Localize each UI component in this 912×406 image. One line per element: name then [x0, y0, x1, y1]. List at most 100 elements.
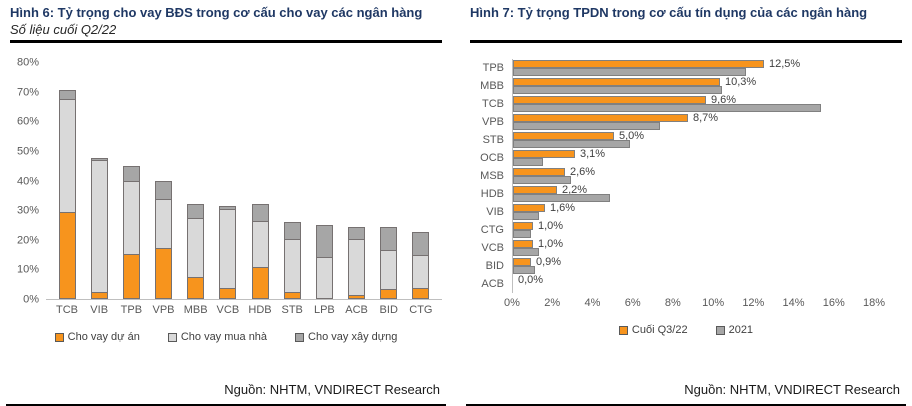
data-label: 1,0%: [538, 220, 564, 232]
stacked-bar-lpb: [315, 225, 333, 299]
x-axis-tick-label: TPB: [120, 304, 143, 316]
current-bar-line: 2,2%: [513, 184, 874, 196]
prior-bar-line: [513, 230, 874, 238]
h-bar-plot: 9,6%: [512, 95, 874, 113]
stacked-bar-bid: [380, 227, 398, 299]
bar-segment: [219, 289, 237, 299]
x-axis-tick-label: 0%: [504, 297, 520, 309]
prior-bar-line: [513, 68, 874, 76]
current-period-bar: [513, 204, 545, 212]
prior-year-bar: [513, 212, 539, 220]
prior-bar-line: [513, 176, 874, 184]
category-label: HDB: [480, 188, 504, 200]
x-axis-tick-label: 12%: [742, 297, 765, 309]
figure-7-header: Hình 7: Tỷ trọng TPDN trong cơ cấu tín d…: [470, 5, 902, 43]
x-axis-tick-label: VCB: [216, 304, 240, 316]
bar-segment: [122, 182, 140, 255]
x-axis-tick-label: 8%: [664, 297, 681, 309]
h-bar-row-vpb: VPB 8,7%: [470, 113, 902, 131]
h-bar-row-acb: ACB 0,0%: [470, 275, 902, 293]
bar-segment: [412, 289, 430, 299]
current-bar-line: 3,1%: [513, 149, 874, 160]
stacked-bar-ctg: [412, 232, 430, 299]
bar-segment: [155, 181, 173, 200]
data-label: 0,0%: [518, 274, 544, 286]
legend-label: Cuối Q3/22: [631, 324, 688, 336]
x-axis-tick-label: BID: [379, 304, 398, 316]
x-axis-tick-label: 6%: [624, 297, 641, 309]
bar-segment: [90, 293, 108, 299]
bar-segment: [380, 290, 398, 299]
prior-year-bar: [513, 86, 722, 94]
y-axis-tick-label: 40%: [16, 175, 39, 187]
y-axis-tick-label: 10%: [16, 263, 39, 276]
y-axis-tick-label: 20%: [16, 234, 39, 247]
current-bar-line: 5,0%: [513, 130, 874, 142]
x-axis-tick-label: 14%: [782, 297, 805, 309]
y-axis-tick-label: 60%: [16, 115, 39, 128]
bar-column-stb: [279, 222, 305, 299]
y-axis-tick-label: 80%: [16, 56, 39, 69]
figure-7-bars: TPB 12,5% MBB 10,3% TCB 9,6% VPB 8,7% STB 5,0% OCB…: [470, 59, 902, 293]
figure-7-title: Hình 7: Tỷ trọng TPDN trong cơ cấu tín d…: [470, 5, 868, 20]
x-axis-tick-label: VIB: [90, 304, 109, 316]
bar-column-tpb: [118, 166, 144, 299]
bar-segment: [58, 213, 76, 299]
prior-year-bar: [513, 68, 746, 76]
category-label: MBB: [480, 80, 504, 92]
category-label: MSB: [480, 170, 504, 182]
current-bar-line: 0,9%: [513, 257, 874, 268]
category-label: TPB: [482, 62, 504, 74]
h-bar-row-tpb: TPB 12,5%: [470, 59, 902, 77]
current-bar-line: 2,6%: [513, 166, 874, 178]
figure-6-chart: 80% 70% 60% 50% 40% 30% 20% 10% 0% TCB VIB TPB VPB M…: [10, 57, 442, 316]
bar-column-tcb: [54, 90, 80, 299]
x-axis-tick-label: TCB: [56, 304, 78, 316]
h-bar-plot: 1,0%: [512, 221, 874, 239]
bar-column-acb: [344, 227, 370, 299]
legend-swatch-icon: [167, 332, 177, 342]
h-bar-row-vcb: VCB 1,0%: [470, 239, 902, 257]
x-axis-tick-label: 18%: [862, 297, 886, 309]
bar-segment: [219, 206, 237, 210]
bar-segment: [187, 204, 205, 219]
data-label: 8,7%: [693, 112, 719, 124]
current-period-bar: [513, 186, 557, 194]
data-label: 2,6%: [570, 166, 596, 178]
figure-6-legend: Cho vay dự án Cho vay mua nhà Cho vay xây …: [10, 331, 442, 343]
data-label: 1,0%: [538, 238, 564, 250]
h-bar-plot: 1,6%: [512, 203, 874, 221]
legend-swatch-icon: [54, 332, 64, 342]
h-bar-plot: 2,6%: [512, 167, 874, 185]
legend-item: 2021: [715, 324, 753, 336]
legend-item: Cuối Q3/22: [618, 324, 688, 336]
bar-column-hdb: [247, 204, 273, 299]
bar-segment: [380, 251, 398, 290]
prior-bar-line: [513, 122, 874, 130]
h-bar-plot: 5,0%: [512, 131, 874, 149]
h-bar-row-tcb: TCB 9,6%: [470, 95, 902, 113]
y-axis-tick-label: 70%: [16, 86, 39, 99]
bar-segment: [348, 227, 366, 240]
figure-6-panel: Hình 6: Tỷ trọng cho vay BĐS trong cơ cấ…: [6, 0, 446, 406]
prior-bar-line: [513, 158, 874, 166]
prior-year-bar: [513, 104, 821, 112]
h-bar-row-hdb: HDB 2,2%: [470, 185, 902, 203]
bar-segment: [155, 200, 173, 249]
current-bar-line: 1,0%: [513, 238, 874, 250]
current-period-bar: [513, 96, 706, 104]
data-label: 5,0%: [619, 130, 645, 142]
current-period-bar: [513, 78, 720, 86]
prior-year-bar: [513, 194, 610, 202]
stacked-bar-mbb: [187, 204, 205, 299]
current-period-bar: [513, 222, 533, 230]
bar-segment: [219, 210, 237, 289]
figure-7-panel: Hình 7: Tỷ trọng TPDN trong cơ cấu tín d…: [466, 0, 906, 406]
figure-6-y-axis: 80% 70% 60% 50% 40% 30% 20% 10% 0%: [10, 57, 46, 305]
x-axis-tick-label: 16%: [822, 297, 845, 309]
legend-item: Cho vay dự án: [54, 331, 140, 343]
data-label: 2,2%: [562, 184, 588, 196]
data-label: 1,6%: [550, 202, 576, 214]
bar-segment: [283, 222, 301, 240]
category-label: VIB: [486, 206, 504, 218]
